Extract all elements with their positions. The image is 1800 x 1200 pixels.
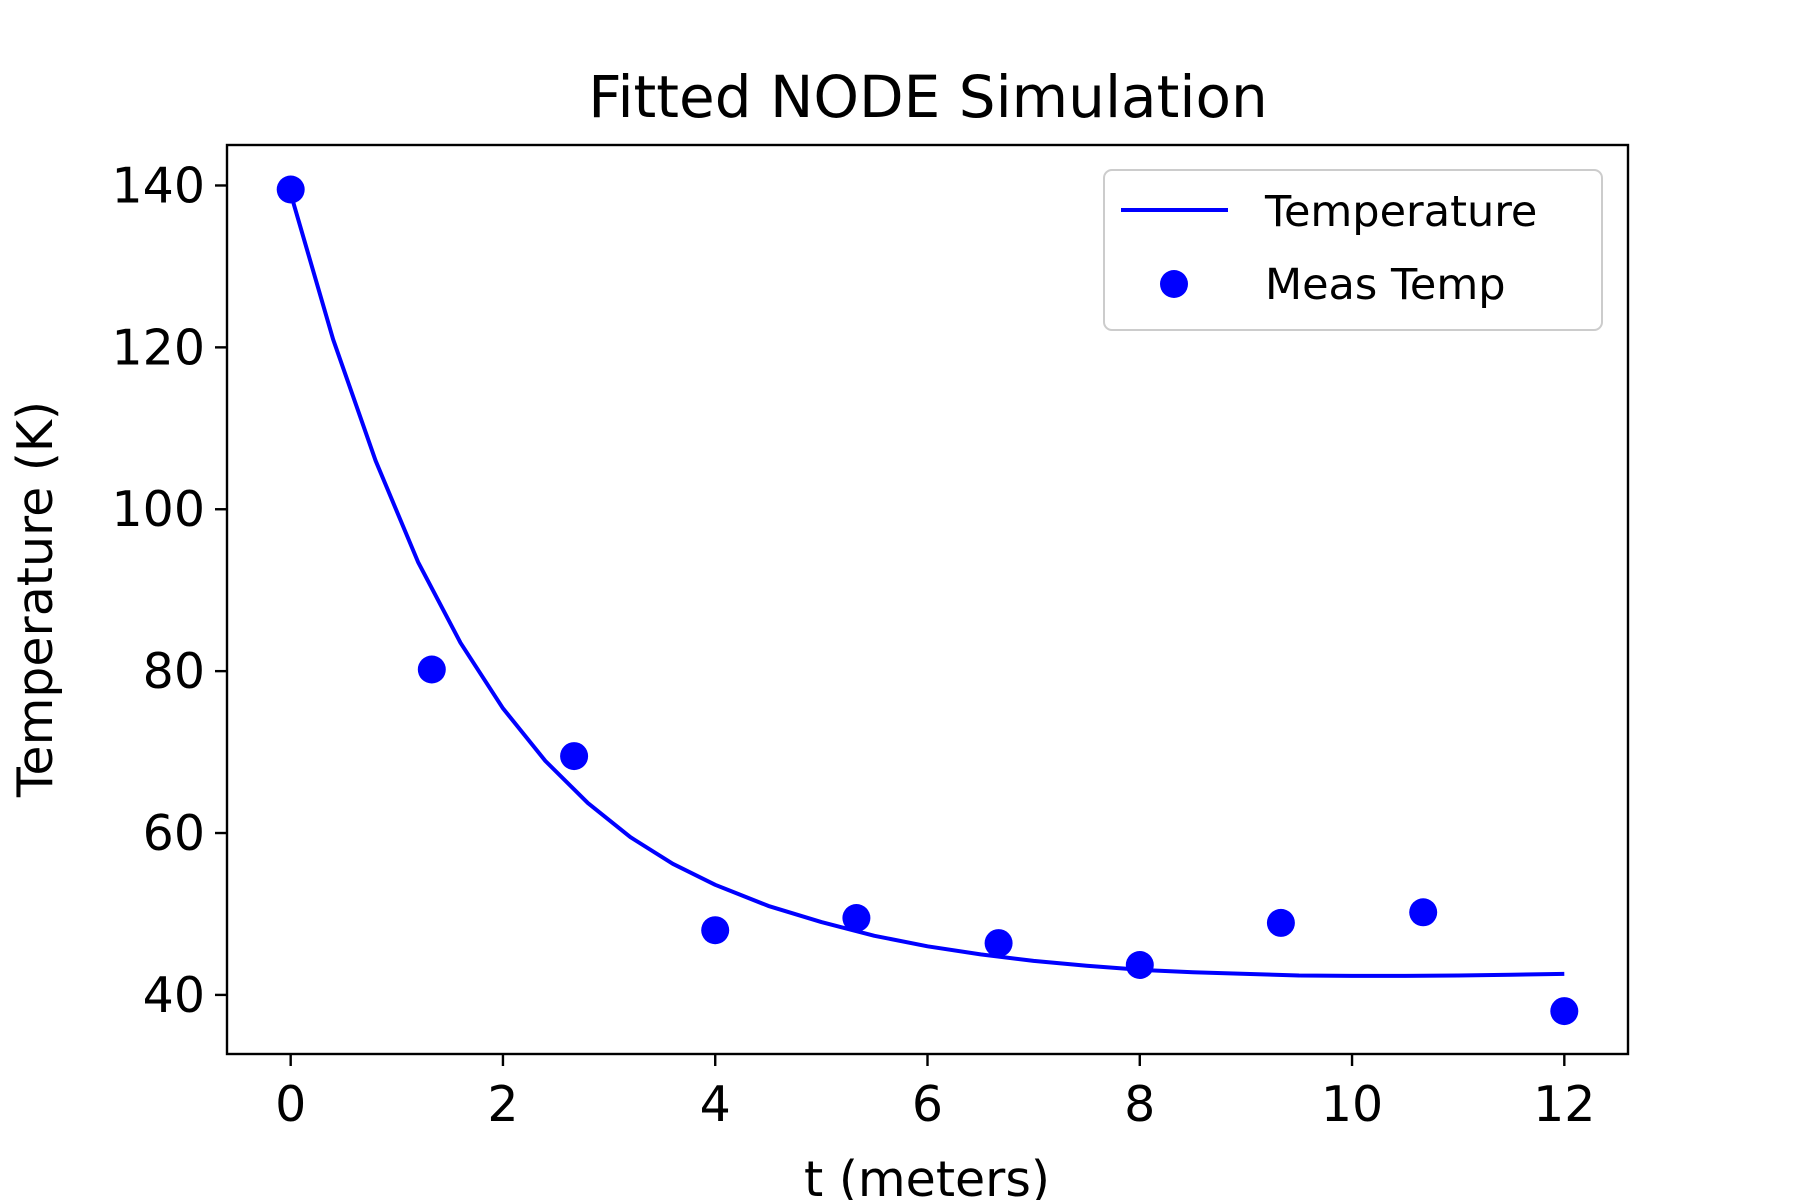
x-axis-label: t (meters): [804, 1151, 1050, 1200]
temperature-line: [288, 193, 1565, 978]
y-tick-label: 140: [111, 157, 205, 214]
x-tick-label: 10: [1321, 1076, 1383, 1133]
plot-area: [276, 175, 1579, 1026]
y-axis-label: Temperature (K): [7, 401, 64, 798]
x-tick-label: 6: [912, 1076, 943, 1133]
legend-label-meas-temp: Meas Temp: [1265, 260, 1506, 310]
x-tick-label: 8: [1124, 1076, 1155, 1133]
legend-marker-icon: [1160, 270, 1188, 298]
x-tick-label: 12: [1533, 1076, 1595, 1133]
meas-temp-point: [417, 655, 446, 684]
meas-temp-point: [276, 175, 305, 204]
meas-temp-point: [842, 904, 871, 932]
legend-box: [1103, 169, 1603, 331]
meas-temp-point: [1550, 997, 1579, 1026]
meas-temp-point: [1409, 898, 1438, 927]
x-tick-label: 2: [487, 1076, 518, 1133]
axis-ticks: 0 2 4 6 8 10 12 40 60 80 100 120 140: [111, 157, 1595, 1133]
meas-temp-point: [560, 742, 589, 771]
chart-title: Fitted NODE Simulation: [588, 63, 1267, 131]
meas-temp-point: [1266, 908, 1295, 937]
y-tick-label: 120: [111, 319, 205, 376]
meas-temp-point: [1125, 951, 1154, 979]
x-tick-label: 4: [700, 1076, 731, 1133]
y-tick-label: 80: [143, 643, 205, 700]
y-tick-label: 60: [143, 805, 205, 862]
meas-temp-point: [701, 916, 730, 945]
legend: Temperature Meas Temp: [1103, 169, 1603, 331]
y-tick-label: 100: [111, 481, 205, 538]
y-tick-label: 40: [143, 967, 205, 1024]
legend-label-temperature: Temperature: [1264, 187, 1537, 237]
meas-temp-point: [984, 929, 1013, 958]
x-tick-label: 0: [275, 1076, 306, 1133]
